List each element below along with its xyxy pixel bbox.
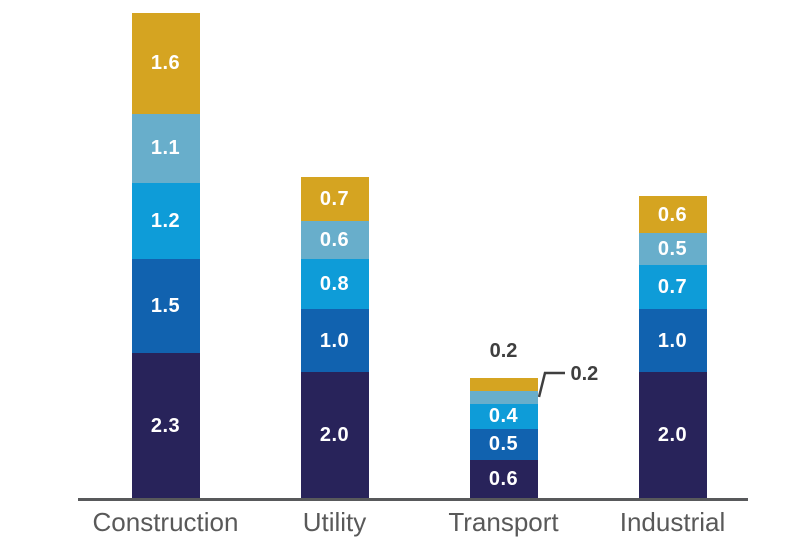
bar-segment-label: 2.3 (150, 414, 181, 437)
bar-column-construction: 2.3 1.5 1.2 1.1 1.6 (81, 0, 250, 498)
bar-transport: 0.6 0.5 0.4 (469, 378, 538, 498)
bar-segment-layer-5-top: 0.7 (300, 176, 369, 221)
bar-column-utility: 2.0 1.0 0.8 0.6 0.7 (250, 0, 419, 498)
bar-segment-label: 0.6 (488, 468, 519, 491)
category-labels-row: Construction Utility Transport Industrial (81, 506, 757, 540)
bar-segment-layer-4: 0.6 (300, 220, 369, 259)
bar-segment-layer-3: 0.7 (638, 264, 707, 309)
bar-segment-label: 0.5 (488, 433, 519, 456)
bar-segment-label: 0.5 (657, 238, 688, 261)
bar-segment-label: 1.0 (319, 329, 350, 352)
category-label-industrial: Industrial (619, 507, 726, 537)
bar-utility: 2.0 1.0 0.8 0.6 0.7 (300, 176, 369, 498)
bar-segment-layer-2: 1.0 (638, 309, 707, 372)
bar-segment-label: 0.4 (488, 405, 519, 428)
category-label-transport: Transport (448, 507, 559, 537)
bar-segment-label: 0.6 (657, 203, 688, 226)
bar-segment-layer-1-bottom: 0.6 (469, 460, 538, 498)
category-label-construction: Construction (92, 507, 239, 537)
bar-segment-layer-3: 0.4 (469, 403, 538, 429)
bar-segment-label: 0.8 (319, 272, 350, 295)
bar-segment-layer-1-bottom: 2.0 (638, 372, 707, 498)
bar-segment-label: 0.7 (319, 187, 350, 210)
bar-segment-label: 2.0 (319, 424, 350, 446)
callout-leader-line (537, 371, 565, 398)
above-bar-value-label: 0.2 (489, 340, 518, 363)
bar-segment-layer-4 (469, 390, 538, 404)
bar-segment-label: 2.0 (657, 424, 688, 446)
bar-segment-label: 1.6 (150, 52, 181, 75)
bar-segment-layer-4: 0.5 (638, 233, 707, 265)
bar-segment-layer-2: 1.5 (131, 258, 200, 354)
bar-segment-layer-5-top (469, 378, 538, 391)
bar-segment-label: 1.5 (150, 294, 181, 317)
bar-segment-layer-1-bottom: 2.0 (300, 372, 369, 498)
bar-segment-layer-2: 1.0 (300, 309, 369, 372)
bar-segment-label: 1.1 (150, 137, 181, 160)
bar-segment-layer-3: 0.8 (300, 258, 369, 309)
bar-construction: 2.3 1.5 1.2 1.1 1.6 (131, 12, 200, 498)
plot-columns: 2.3 1.5 1.2 1.1 1.6 2.0 1.0 0.8 0.6 0.7 0.6 0.5 0.4 0… (81, 0, 757, 498)
bar-segment-label: 0.6 (319, 228, 350, 251)
x-axis-line (78, 498, 748, 501)
bar-segment-label: 1.0 (657, 329, 688, 352)
bar-segment-layer-2: 0.5 (469, 428, 538, 461)
callout-value-label: 0.2 (570, 363, 599, 386)
bar-segment-label: 1.2 (150, 209, 181, 232)
bar-segment-layer-5-top: 1.6 (131, 12, 200, 114)
bar-segment-label: 0.7 (657, 275, 688, 298)
bar-segment-layer-3: 1.2 (131, 183, 200, 259)
bar-segment-layer-4: 1.1 (131, 113, 200, 184)
bar-segment-layer-5-top: 0.6 (638, 195, 707, 234)
bar-segment-layer-1-bottom: 2.3 (131, 353, 200, 498)
bar-industrial: 2.0 1.0 0.7 0.5 0.6 (638, 195, 707, 498)
category-label-utility: Utility (302, 507, 367, 537)
bar-column-industrial: 2.0 1.0 0.7 0.5 0.6 (588, 0, 757, 498)
bar-column-transport: 0.6 0.5 0.4 0.2 0.2 (419, 0, 598, 498)
